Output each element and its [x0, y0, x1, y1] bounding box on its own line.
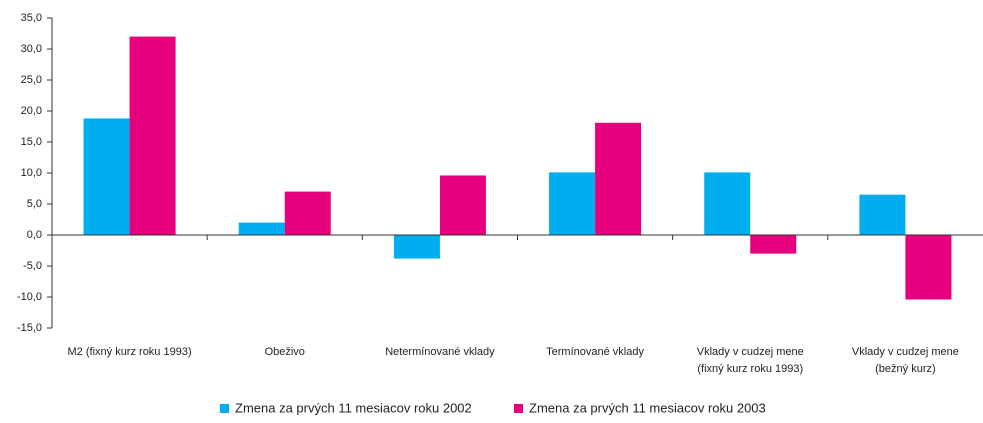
bar: [284, 191, 331, 235]
x-tick-label: Vklady v cudzej mene: [697, 346, 804, 358]
x-tick-label: Obeživo: [265, 346, 305, 358]
y-tick-label: -5,0: [23, 260, 42, 272]
bar: [549, 172, 596, 235]
bar: [238, 222, 285, 235]
bar: [704, 172, 751, 235]
y-tick-label: -10,0: [17, 291, 42, 303]
bar: [859, 194, 906, 235]
y-tick-label: 25,0: [21, 74, 42, 86]
y-tick-label: 35,0: [21, 12, 42, 24]
bar: [905, 235, 952, 300]
x-tick-label: Termínované vklady: [546, 346, 644, 358]
y-tick-label: -15,0: [17, 322, 42, 334]
x-tick-label: M2 (fixný kurz roku 1993): [68, 346, 192, 358]
bar: [393, 235, 440, 259]
bar: [595, 122, 642, 235]
x-tick-label: Vklady v cudzej mene: [852, 346, 959, 358]
bar: [129, 36, 176, 235]
y-tick-label: 5,0: [27, 198, 42, 210]
y-tick-label: 30,0: [21, 43, 42, 55]
legend-swatch: [220, 404, 229, 413]
legend-label: Zmena za prvých 11 mesiacov roku 2002: [235, 400, 472, 415]
bar: [439, 175, 486, 235]
x-tick-label: Netermínované vklady: [385, 346, 495, 358]
legend-label: Zmena za prvých 11 mesiacov roku 2003: [529, 400, 766, 415]
y-tick-label: 15,0: [21, 136, 42, 148]
y-tick-label: 20,0: [21, 105, 42, 117]
y-tick-label: 0,0: [27, 229, 42, 241]
y-tick-label: 10,0: [21, 167, 42, 179]
bar: [83, 118, 130, 235]
x-tick-label: (fixný kurz roku 1993): [697, 363, 803, 375]
x-tick-label: (bežný kurz): [875, 363, 936, 375]
bar: [750, 235, 797, 254]
legend-swatch: [514, 404, 523, 413]
